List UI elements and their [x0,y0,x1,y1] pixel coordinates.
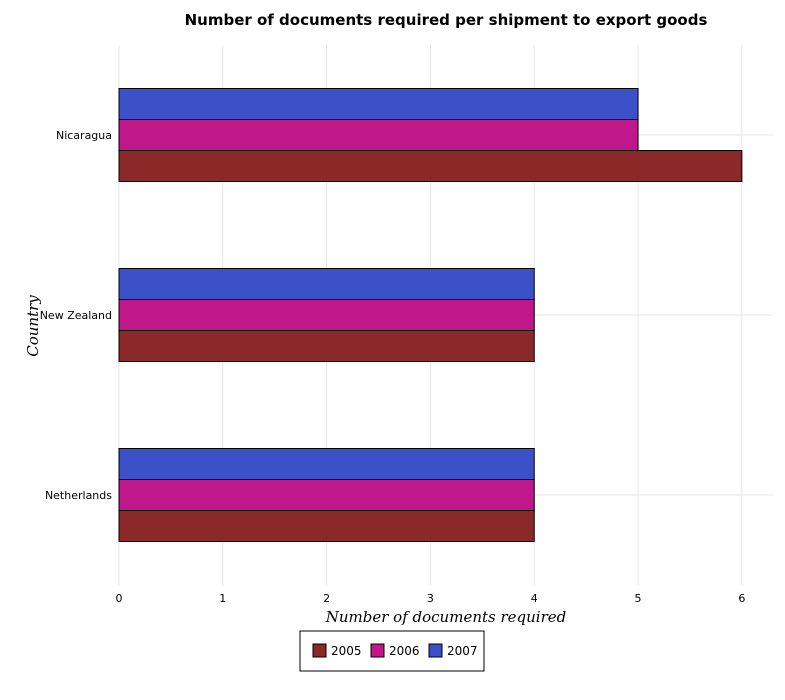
bar-2005-netherlands [118,510,535,542]
bar-2007-netherlands [118,448,535,480]
legend-label: 2005 [331,644,362,658]
legend: 2005 2006 2007 [299,630,485,672]
bar-2006-nicaragua [118,119,639,151]
x-tick-label: 5 [635,592,642,605]
legend-swatch [312,643,327,658]
legend-label: 2006 [389,644,420,658]
x-tick-label: 0 [116,592,123,605]
bar-2007-nicaragua [118,88,639,120]
bar-2005-nicaragua [118,150,743,182]
x-tick-label: 3 [427,592,434,605]
legend-label: 2007 [447,644,478,658]
legend-swatch [428,643,443,658]
chart-title: Number of documents required per shipmen… [185,11,708,29]
bar-2006-netherlands [118,479,535,511]
bar-2007-new-zealand [118,268,535,300]
x-axis-label: Number of documents required [325,608,566,626]
y-tick-label: Nicaragua [56,129,112,142]
x-tick-label: 4 [531,592,538,605]
y-tick-label: New Zealand [40,309,112,322]
plot-area: 0 1 2 3 4 5 6 Netherlands New Zealand Nicaragua [40,45,773,605]
legend-swatch [370,643,385,658]
x-tick-label: 1 [219,592,226,605]
y-axis-label: Country [24,295,42,357]
y-tick-label: Netherlands [45,489,112,502]
x-tick-label: 2 [323,592,330,605]
bar-2005-new-zealand [118,330,535,362]
x-tick-label: 6 [738,592,745,605]
legend-box [299,630,485,672]
bar-2006-new-zealand [118,299,535,331]
